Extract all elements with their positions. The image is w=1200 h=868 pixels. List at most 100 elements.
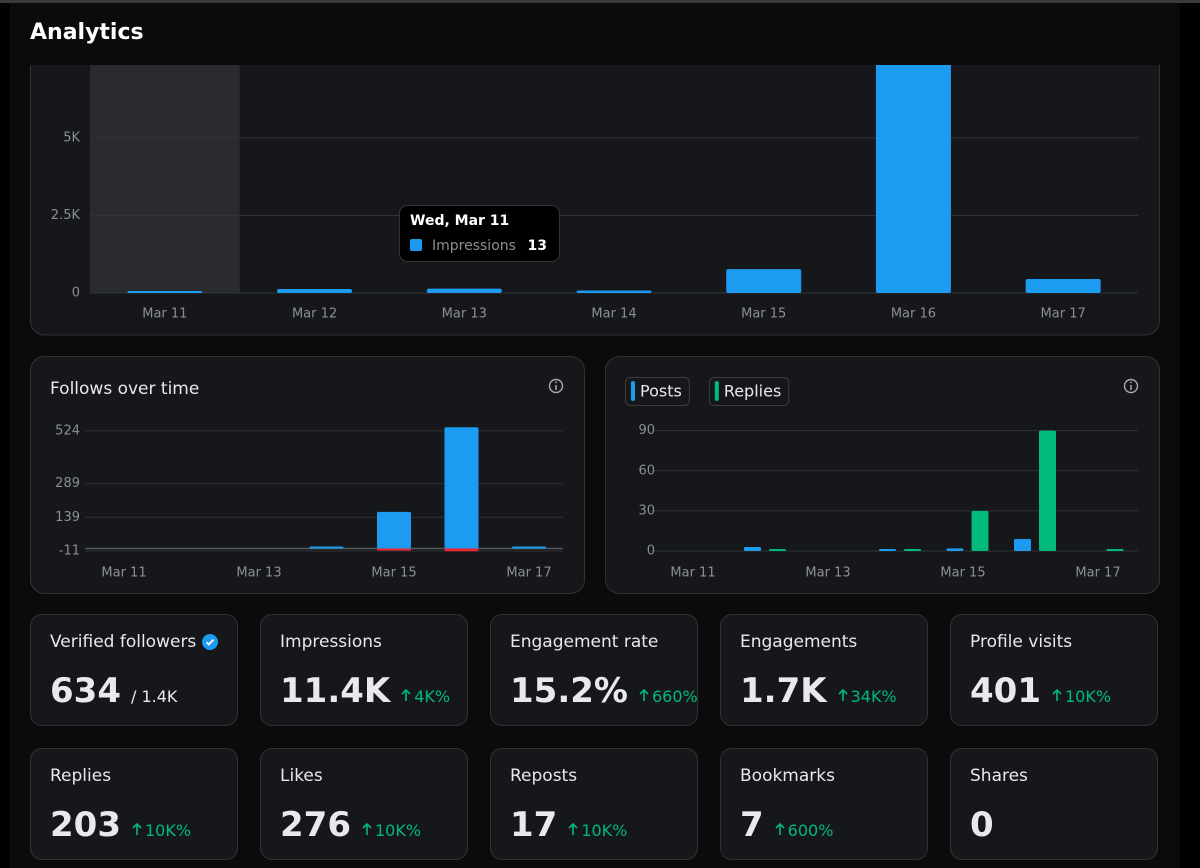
up-arrow — [775, 822, 785, 835]
y-tick-label: 30 — [638, 503, 655, 518]
bar — [946, 548, 964, 551]
tooltip-swatch — [410, 239, 422, 251]
stat-value: 15.2% — [510, 671, 628, 711]
stat-card: Replies 203 10K% — [30, 748, 238, 860]
stat-change-text: 34K% — [850, 687, 897, 706]
stat-label-text: Bookmarks — [740, 766, 835, 786]
info-icon[interactable] — [548, 378, 564, 394]
bar — [277, 288, 353, 293]
legend-item: Replies — [708, 377, 790, 406]
legend-item: Posts — [625, 377, 690, 406]
bar — [744, 546, 761, 551]
stat-change: 600% — [774, 821, 834, 840]
info-icon[interactable] — [1123, 378, 1139, 394]
y-tick-label: -11 — [59, 544, 80, 559]
stat-value: 276 — [280, 805, 351, 845]
stat-label-text: Engagements — [740, 632, 858, 652]
tooltip-label: Impressions — [432, 238, 516, 254]
bar — [879, 549, 896, 551]
posts-panel — [605, 356, 1160, 594]
tooltip: Wed, Mar 11 Impressions 13 — [399, 205, 560, 262]
stat-row: 401 10K% — [970, 671, 1111, 711]
stat-row: 11.4K 4K% — [280, 671, 450, 711]
header: Analytics — [10, 3, 1180, 65]
x-tick-label: Mar 15 — [940, 566, 985, 581]
x-tick-label: Mar 13 — [442, 307, 487, 322]
stat-label: Likes — [280, 766, 323, 786]
stat-row: 0 — [970, 805, 994, 845]
stat-change: 10K% — [131, 821, 191, 840]
stat-card: Impressions 11.4K 4K% — [260, 614, 468, 726]
follows-chart: -11 139 289 524 Mar 11 Mar 13 Mar 15 Mar 17 — [55, 423, 563, 581]
bar — [444, 548, 479, 552]
bar — [971, 510, 989, 551]
x-tick-label: Mar 13 — [236, 566, 281, 581]
up-arrow — [639, 688, 649, 701]
stat-row: 203 10K% — [50, 805, 191, 845]
stat-change-text: 10K% — [144, 821, 192, 840]
stat-change: 4K% — [400, 687, 450, 706]
up-arrow — [1052, 688, 1062, 701]
bar — [1025, 279, 1101, 293]
y-tick-label: 90 — [638, 423, 655, 438]
stat-row: 7 600% — [740, 805, 833, 845]
stat-label: Reposts — [510, 766, 577, 786]
bar — [444, 427, 479, 549]
stat-value: 634 — [50, 671, 121, 711]
stat-row: 15.2% 660% — [510, 671, 698, 711]
stat-label: Engagement rate — [510, 632, 658, 652]
stat-change-text: 4K% — [414, 687, 451, 706]
stat-label-text: Impressions — [280, 632, 382, 652]
stat-change: 34K% — [837, 687, 897, 706]
stat-change-text: 660% — [651, 687, 698, 706]
up-arrow — [568, 822, 578, 835]
bar — [426, 288, 502, 293]
stat-change-text: 10K% — [374, 821, 422, 840]
up-arrow — [838, 688, 848, 701]
stat-label: Engagements — [740, 632, 857, 652]
stat-value: 0 — [970, 805, 994, 845]
up-arrow — [362, 822, 372, 835]
stat-card: Reposts 17 10K% — [490, 748, 698, 860]
stat-total: / 1.4K — [130, 687, 178, 706]
stat-label: Impressions — [280, 632, 382, 652]
x-tick-label: Mar 17 — [506, 566, 551, 581]
bar — [904, 549, 921, 551]
legend-label: Replies — [724, 382, 781, 401]
x-tick-label: Mar 12 — [292, 307, 337, 322]
stat-row: 1.7K 34K% — [740, 671, 897, 711]
x-tick-label: Mar 11 — [101, 566, 146, 581]
posts-replies-chart: 0 30 60 90 Mar 11 Mar 13 Mar 15 Mar 17 Posts Repl… — [625, 377, 1138, 581]
bar — [377, 511, 411, 549]
y-tick-label: 524 — [55, 423, 80, 438]
y-tick-label: 139 — [55, 510, 80, 525]
x-tick-label: Mar 11 — [670, 566, 715, 581]
stat-label-text: Replies — [50, 766, 112, 786]
legend-box — [708, 377, 790, 406]
stat-change: 10K% — [361, 821, 421, 840]
bar — [1106, 549, 1124, 551]
stat-value: 17 — [510, 805, 558, 845]
stat-change: 10K% — [567, 821, 627, 840]
bar — [127, 291, 203, 293]
stat-change-text: 600% — [787, 821, 834, 840]
stat-card: Engagement rate 15.2% 660% — [490, 614, 698, 726]
x-tick-label: Mar 15 — [741, 307, 786, 322]
y-tick-label: 0 — [647, 544, 655, 559]
stat-label-text: Verified followers — [50, 632, 197, 652]
x-tick-label: Mar 13 — [805, 566, 850, 581]
x-tick-label: Mar 16 — [891, 307, 936, 322]
stat-label: Bookmarks — [740, 766, 835, 786]
legend-box — [625, 377, 690, 406]
verified-badge — [202, 634, 219, 650]
x-tick-label: Mar 11 — [142, 307, 187, 322]
stat-label: Shares — [970, 766, 1028, 786]
bar — [875, 40, 951, 293]
up-arrow — [132, 822, 142, 835]
bar — [769, 549, 786, 551]
stat-row: 634 / 1.4K — [50, 671, 177, 711]
stat-value: 401 — [970, 671, 1041, 711]
legend-label: Posts — [640, 382, 682, 401]
stat-value: 7 — [740, 805, 764, 845]
